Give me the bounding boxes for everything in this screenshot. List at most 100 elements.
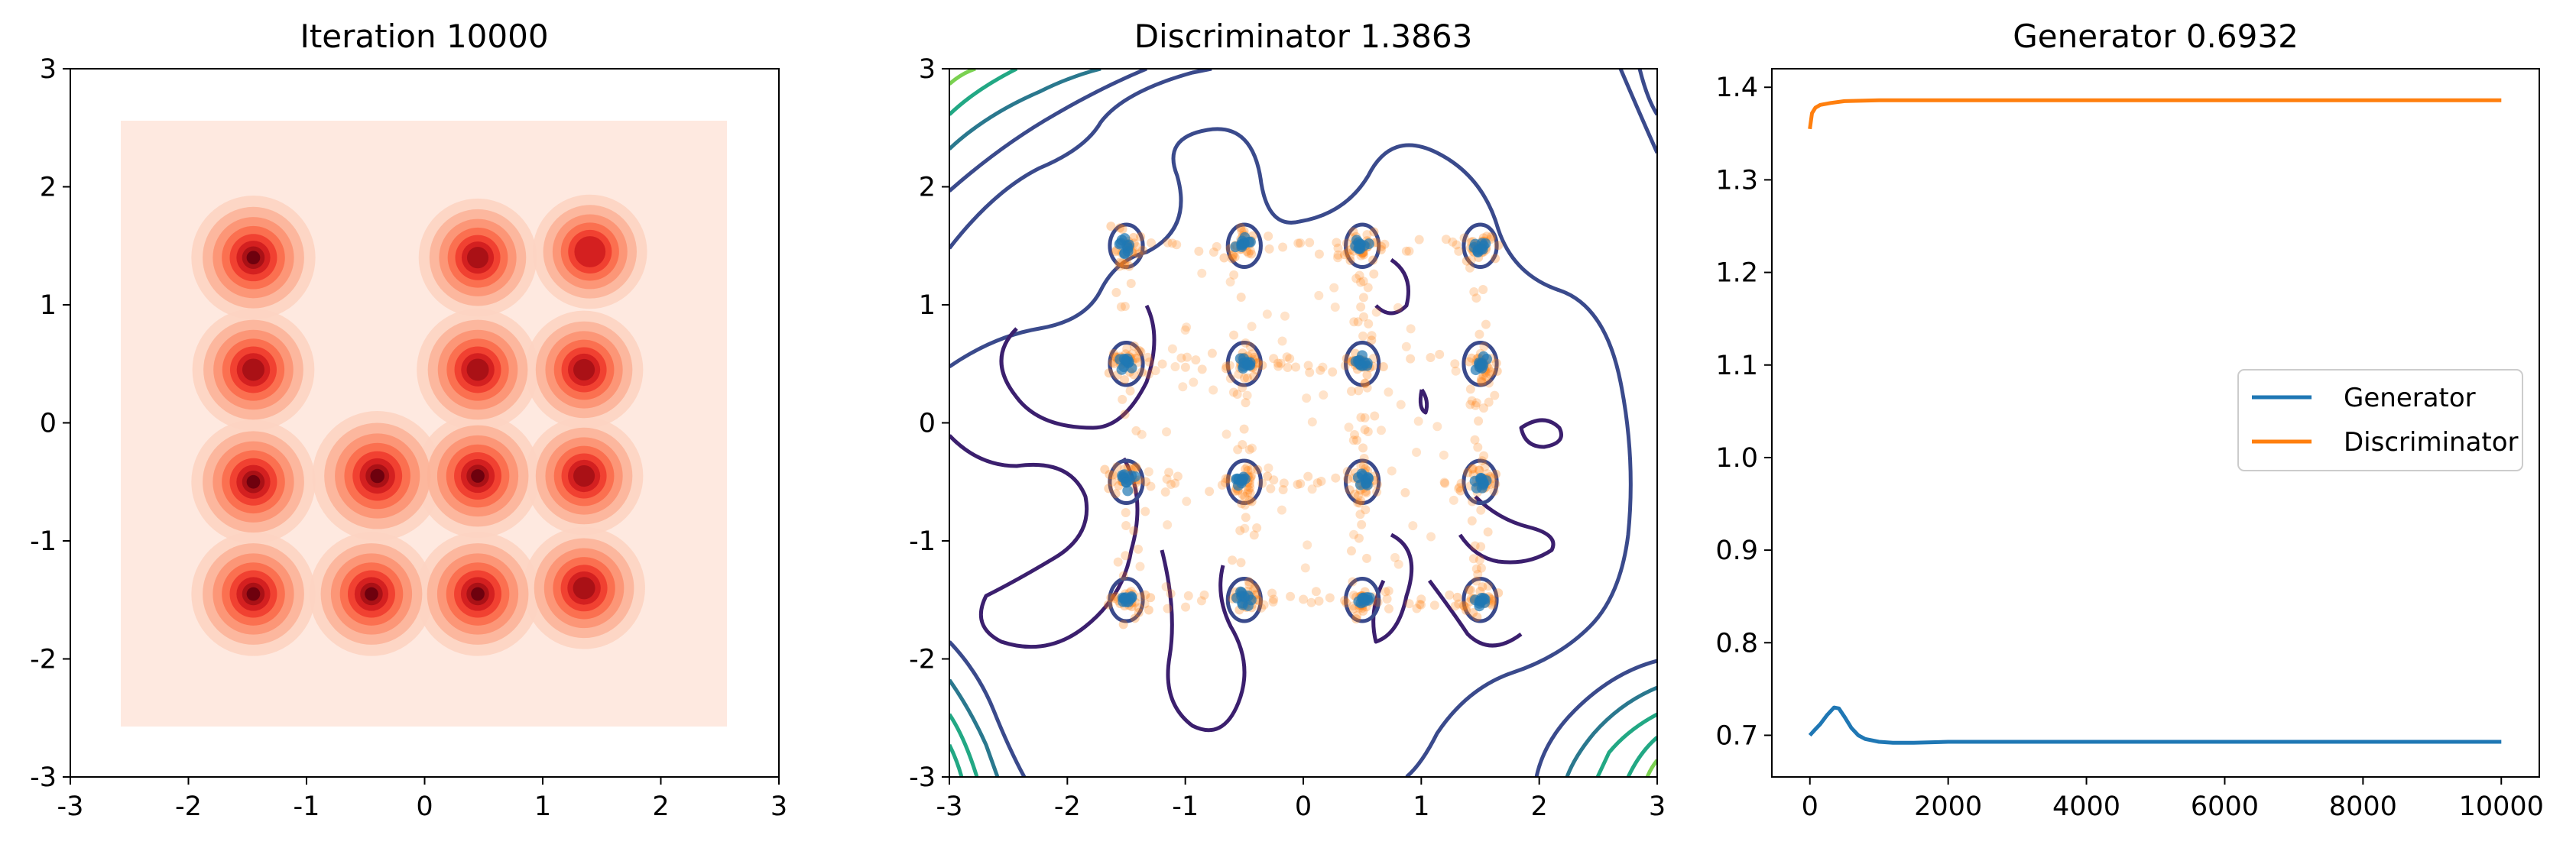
density-panel-title: Iteration 10000 <box>300 18 548 55</box>
generated-sample-point <box>1452 240 1462 250</box>
generated-sample-point <box>1257 603 1267 613</box>
generated-sample-point <box>1356 496 1366 506</box>
discriminator-x-tick-label: 3 <box>1649 791 1666 822</box>
generated-sample-point <box>1299 594 1309 604</box>
generated-sample-point <box>1358 277 1368 286</box>
generated-sample-point <box>1106 222 1116 231</box>
generated-sample-point <box>1164 468 1174 477</box>
generated-sample-point <box>1112 462 1122 472</box>
generated-sample-point <box>1355 498 1364 508</box>
generated-sample-point <box>1396 400 1406 409</box>
generated-sample-point <box>1121 551 1131 561</box>
generated-sample-point <box>1353 490 1363 500</box>
generated-sample-point <box>1491 479 1501 489</box>
generated-sample-point <box>1345 255 1355 265</box>
generated-sample-point <box>1302 393 1312 403</box>
generated-sample-point <box>1478 582 1488 592</box>
generated-sample-point <box>1114 257 1124 267</box>
generated-sample-point <box>1178 382 1188 392</box>
generated-sample-point <box>1124 261 1134 271</box>
generated-sample-point <box>1166 589 1176 599</box>
loss-y-tick-label: 0.8 <box>1715 628 1758 659</box>
generated-sample-point <box>1363 426 1373 436</box>
generated-sample-point <box>1361 505 1371 515</box>
generated-sample-point <box>1241 338 1251 348</box>
generated-sample-point <box>1131 462 1140 472</box>
generated-sample-point <box>1468 464 1478 474</box>
generated-sample-point <box>1118 394 1127 404</box>
generated-sample-point <box>1238 383 1247 393</box>
generated-sample-point <box>1480 461 1490 471</box>
contour-right-loop <box>1519 418 1563 449</box>
generated-sample-point <box>1353 497 1363 507</box>
generated-sample-point <box>1111 287 1121 297</box>
generated-sample-point <box>1340 361 1350 371</box>
generated-sample-point <box>1194 246 1204 256</box>
generated-sample-point <box>1369 269 1379 279</box>
generated-sample-point <box>1125 386 1135 396</box>
generated-sample-point <box>1477 456 1487 466</box>
discriminator-contours <box>949 69 1657 777</box>
mode-ellipse <box>1225 458 1263 506</box>
density-y-tick-label: -1 <box>30 526 57 557</box>
generated-sample-point <box>1120 259 1130 269</box>
generated-sample-point <box>1120 302 1130 312</box>
mode-ellipse <box>1108 458 1145 506</box>
generated-sample-point <box>1144 357 1154 367</box>
generated-sample-point <box>1355 510 1365 519</box>
generated-sample-point <box>1412 604 1422 613</box>
generated-sample-point <box>1264 244 1274 254</box>
real-sample-point <box>1355 479 1366 490</box>
generated-sample-point <box>1166 480 1176 490</box>
generated-sample-point <box>1140 599 1150 609</box>
generated-sample-point <box>1254 596 1264 606</box>
series-line-generator <box>1808 705 2502 745</box>
contour-bottom-loop <box>1160 549 1247 733</box>
generated-sample-point <box>1348 435 1358 445</box>
generated-sample-point <box>1474 465 1484 475</box>
contour-center-small <box>1418 388 1429 415</box>
generated-sample-point <box>1467 353 1477 363</box>
generated-sample-point <box>1358 331 1368 341</box>
generated-sample-point <box>1280 311 1290 321</box>
loss-x-ticks: 0 2000 4000 6000 8000 10000 <box>1802 777 2544 822</box>
generated-sample-point <box>1342 598 1351 608</box>
generated-sample-point <box>1471 564 1481 574</box>
mode-ellipse <box>1462 576 1499 623</box>
generated-sample-point <box>1220 477 1230 487</box>
mode-ellipse <box>1462 340 1499 387</box>
contour-botright-1 <box>1534 659 1657 777</box>
generated-sample-point <box>1461 603 1471 613</box>
generated-sample-point <box>1408 521 1418 531</box>
generated-sample-point <box>1466 255 1476 265</box>
generated-sample-point <box>1241 464 1251 474</box>
generated-sample-point <box>1134 608 1144 618</box>
discriminator-y-tick-label: 1 <box>919 290 936 321</box>
generated-sample-point <box>1268 597 1278 607</box>
generated-sample-point <box>1223 474 1233 484</box>
generated-sample-point <box>1486 367 1496 377</box>
generated-sample-point <box>1121 507 1131 517</box>
generated-sample-point <box>1413 416 1423 426</box>
loss-x-tick-label: 6000 <box>2191 791 2259 822</box>
generated-sample-point <box>1470 541 1480 551</box>
generated-sample-point <box>1356 461 1366 471</box>
generated-sample-point <box>1230 252 1240 262</box>
generated-sample-point <box>1380 587 1390 597</box>
contour-lower-right <box>1427 579 1523 648</box>
generated-sample-point <box>1348 227 1358 237</box>
generated-sample-point <box>1244 580 1254 590</box>
generated-sample-point <box>1452 592 1462 602</box>
mode-ellipse <box>1108 576 1145 623</box>
generated-sample-point <box>1462 256 1471 266</box>
generated-sample-point <box>1377 241 1387 251</box>
generated-sample-point <box>1455 486 1465 496</box>
generated-sample-point <box>1244 496 1254 506</box>
real-sample-point <box>1121 477 1132 488</box>
generated-sample-point <box>1494 241 1504 251</box>
generated-sample-point <box>1249 530 1259 540</box>
generated-sample-point <box>1113 557 1123 567</box>
generated-sample-point <box>1241 513 1251 523</box>
generated-sample-point <box>1441 235 1451 244</box>
generated-sample-point <box>1484 378 1494 388</box>
